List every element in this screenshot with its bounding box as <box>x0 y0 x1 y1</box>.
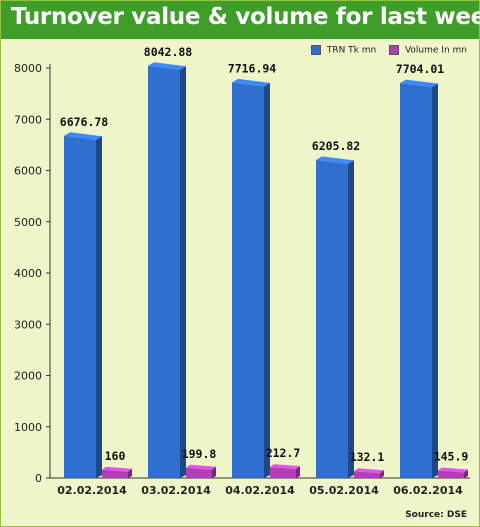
bar-side-trn <box>264 82 270 478</box>
x-tick-label: 04.02.2014 <box>225 484 295 497</box>
bar-top-volume <box>270 464 300 470</box>
data-label-trn: 7704.01 <box>396 62 445 76</box>
data-label-trn: 8042.88 <box>144 45 193 59</box>
bar-side-volume <box>380 470 384 478</box>
data-label-volume: 160 <box>105 449 126 463</box>
bar-top-volume <box>102 466 132 472</box>
x-tick-label: 03.02.2014 <box>141 484 211 497</box>
bar-volume <box>270 467 296 478</box>
bar-volume <box>354 471 380 478</box>
y-tick-label: 6000 <box>14 165 42 178</box>
bar-side-volume <box>296 466 300 478</box>
data-label-volume: 145.9 <box>434 450 469 464</box>
chart-title: Turnover value & volume for last week <box>11 4 480 30</box>
x-tick-label: 05.02.2014 <box>309 484 379 497</box>
y-tick-label: 2000 <box>14 370 42 383</box>
data-label-trn: 6676.78 <box>60 115 109 129</box>
bar-side-trn <box>348 160 354 478</box>
y-tick-label: 1000 <box>14 421 42 434</box>
bar-trn <box>400 83 432 478</box>
legend-item-trn: TRN Tk mn <box>310 45 377 56</box>
source-note: Source: DSE <box>405 510 467 520</box>
bar-top-volume <box>354 468 384 474</box>
data-label-trn: 7716.94 <box>228 62 277 76</box>
bar-top-volume <box>186 464 216 470</box>
y-tick-label: 7000 <box>14 113 42 126</box>
bar-top-trn <box>400 79 438 88</box>
bar-top-trn <box>316 156 354 164</box>
bar-trn <box>148 65 180 478</box>
y-tick-label: 0 <box>35 472 42 485</box>
legend-swatch-volume <box>389 45 400 55</box>
data-label-trn: 6205.82 <box>312 139 360 153</box>
legend-swatch-trn <box>310 45 321 55</box>
data-label-volume: 199.8 <box>182 447 217 461</box>
title-band: Turnover value & volume for last week <box>1 1 480 39</box>
bar-trn <box>232 82 264 478</box>
bar-side-volume <box>212 466 216 478</box>
bar-side-trn <box>96 136 102 478</box>
y-tick-label: 3000 <box>14 318 42 331</box>
y-tick-label: 8000 <box>14 62 42 75</box>
x-tick-label: 02.02.2014 <box>57 484 127 497</box>
bar-side-trn <box>180 66 186 479</box>
y-tick-label: 5000 <box>14 216 42 229</box>
bar-top-trn <box>64 132 102 140</box>
legend-label-volume: Volume In mn <box>404 45 467 56</box>
legend-item-volume: Volume In mn <box>389 45 467 56</box>
data-label-volume: 212.7 <box>266 446 301 460</box>
legend: TRN Tk mn Volume In mn <box>301 45 467 56</box>
bar-volume <box>102 469 128 478</box>
bar-trn <box>316 159 348 478</box>
bar-volume <box>438 470 464 478</box>
legend-label-trn: TRN Tk mn <box>326 45 377 56</box>
bar-volume <box>186 467 212 478</box>
y-tick-label: 4000 <box>14 267 42 280</box>
bar-top-trn <box>148 62 186 70</box>
data-label-volume: 132.1 <box>350 450 385 464</box>
bar-top-trn <box>232 78 270 87</box>
bar-top-volume <box>438 467 468 473</box>
x-tick-label: 06.02.2014 <box>393 484 463 497</box>
bar-side-volume <box>128 468 132 478</box>
bar-side-trn <box>432 83 438 478</box>
bar-side-volume <box>464 469 468 478</box>
bar-trn <box>64 135 96 479</box>
